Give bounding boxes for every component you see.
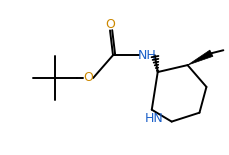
Text: HN: HN [144,112,163,125]
Polygon shape [188,50,213,65]
Text: O: O [105,18,115,31]
Text: O: O [83,71,93,84]
Text: NH: NH [137,49,156,62]
